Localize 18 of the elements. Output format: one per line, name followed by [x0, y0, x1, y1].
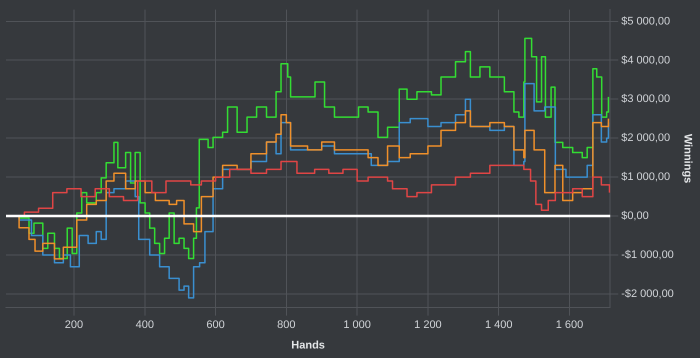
x-axis-title: Hands: [291, 339, 325, 352]
y-tick-label: $3 000,00: [621, 93, 670, 106]
x-tick-label: 1 600: [556, 319, 584, 332]
y-tick-label: -$1 000,00: [621, 249, 674, 262]
x-tick-label: 1 200: [414, 319, 442, 332]
y-tick-label: $0,00: [621, 210, 649, 222]
x-tick-label: 600: [206, 319, 225, 332]
y-tick-label: -$2 000,00: [621, 288, 674, 300]
y-tick-label: $4 000,00: [621, 54, 670, 66]
x-tick-label: 400: [136, 319, 154, 332]
x-tick-label: 200: [64, 319, 84, 332]
x-tick-label: 1 000: [343, 319, 371, 332]
y-axis-title: Winnings: [681, 134, 694, 184]
x-tick-label: 1 400: [484, 319, 512, 332]
y-tick-label: $5 000,00: [621, 15, 670, 28]
x-tick-label: 800: [277, 319, 296, 332]
y-tick-label: $2 000,00: [621, 132, 670, 144]
y-tick-label: $1 000,00: [621, 171, 670, 184]
